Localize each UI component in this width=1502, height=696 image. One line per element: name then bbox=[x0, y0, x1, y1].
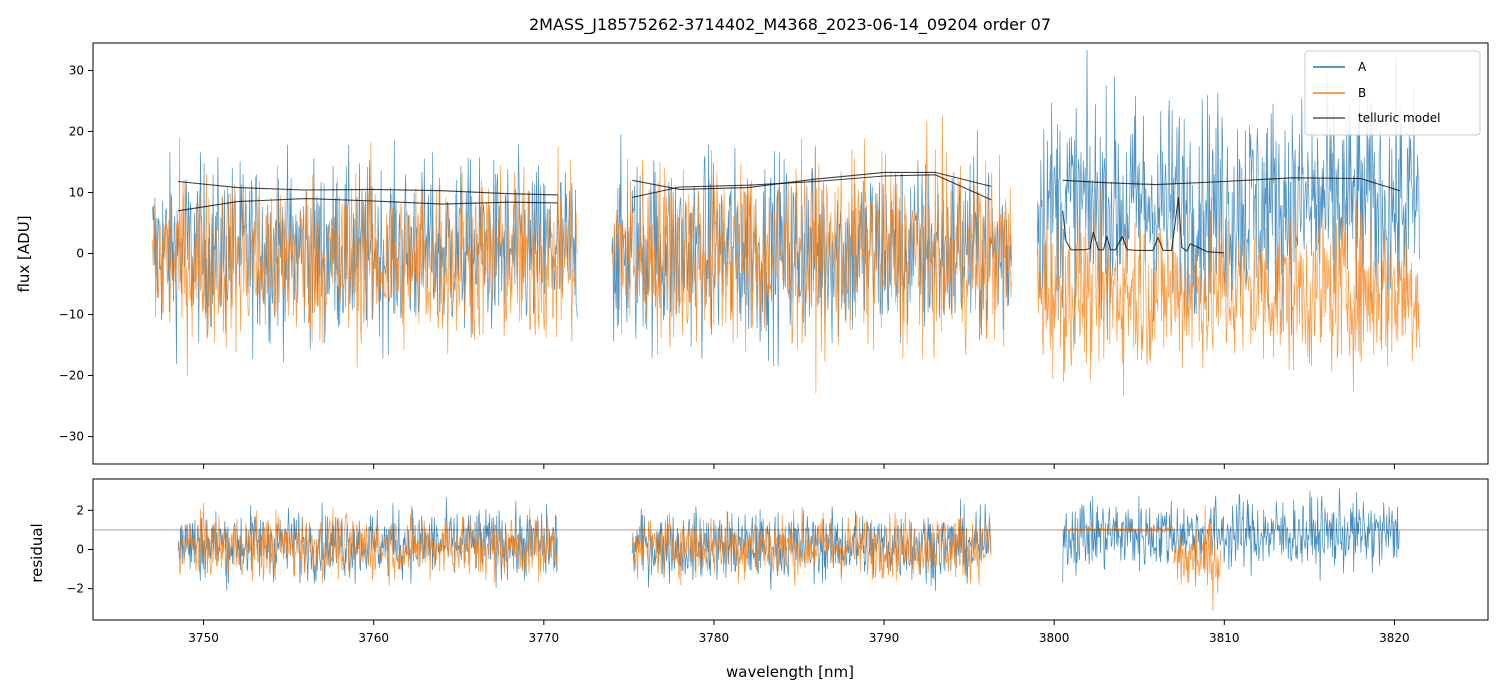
y-tick-label: −2 bbox=[66, 582, 84, 596]
y-tick-label: 20 bbox=[69, 124, 84, 138]
top-x-axis bbox=[203, 464, 1395, 469]
residual-b-segment-4 bbox=[1172, 505, 1222, 612]
x-tick-label: 3750 bbox=[188, 631, 219, 645]
telluric-model-curve-3 bbox=[632, 171, 992, 190]
residual-b-segment-2 bbox=[631, 506, 992, 587]
chart-title: 2MASS_J18575262-3714402_M4368_2023-06-14… bbox=[529, 15, 1051, 35]
x-tick-label: 3790 bbox=[869, 631, 900, 645]
residual-b-segment-1 bbox=[177, 502, 558, 586]
legend-box bbox=[1304, 50, 1481, 136]
x-tick-label: 3780 bbox=[699, 631, 730, 645]
y-tick-label: −30 bbox=[59, 430, 84, 444]
y-tick-label: −20 bbox=[59, 369, 84, 383]
series-b-segment-3 bbox=[1036, 183, 1420, 396]
series-b-segment-1 bbox=[152, 137, 578, 377]
legend-label-a: A bbox=[1358, 60, 1367, 74]
y-tick-label: 2 bbox=[76, 503, 84, 517]
telluric-model-curve-1 bbox=[178, 180, 558, 196]
x-axis-label: wavelength [nm] bbox=[726, 663, 854, 681]
legend-label-b: B bbox=[1358, 86, 1366, 100]
x-tick-label: 3800 bbox=[1039, 631, 1070, 645]
bottom-panel: −2 0 2 3750 3760 3770 3780 3790 3800 3810 3820 re… bbox=[28, 478, 1489, 681]
series-b-segment-2 bbox=[611, 115, 1012, 394]
top-y-axis-label: flux [ADU] bbox=[15, 215, 33, 292]
bottom-plot-area bbox=[93, 488, 1488, 612]
legend-label-telluric: telluric model bbox=[1358, 111, 1440, 125]
telluric-model-curve-5 bbox=[1062, 177, 1400, 192]
y-tick-label: 0 bbox=[76, 543, 84, 557]
telluric-model-curve-2 bbox=[178, 198, 558, 212]
legend: A B telluric model bbox=[1304, 50, 1481, 136]
residual-a-segment-3 bbox=[1062, 488, 1400, 583]
x-tick-label: 3760 bbox=[358, 631, 389, 645]
y-tick-label: −10 bbox=[59, 308, 84, 322]
bottom-x-axis: 3750 3760 3770 3780 3790 3800 3810 3820 bbox=[188, 620, 1410, 645]
x-tick-label: 3770 bbox=[529, 631, 560, 645]
y-tick-label: 10 bbox=[69, 185, 84, 199]
top-y-axis: −30 −20 −10 0 10 20 30 bbox=[59, 63, 93, 444]
y-tick-label: 30 bbox=[69, 63, 84, 77]
top-panel: −30 −20 −10 0 10 20 30 flux [ADU] A B telluric… bbox=[15, 42, 1489, 469]
top-plot-area bbox=[152, 49, 1420, 396]
x-tick-label: 3810 bbox=[1209, 631, 1240, 645]
telluric-model-curve-4 bbox=[632, 174, 992, 201]
x-tick-label: 3820 bbox=[1379, 631, 1410, 645]
y-tick-label: 0 bbox=[76, 247, 84, 261]
bottom-y-axis-label: residual bbox=[28, 523, 46, 582]
telluric-model-curve-6 bbox=[1062, 196, 1225, 254]
bottom-y-axis: −2 0 2 bbox=[66, 503, 93, 596]
